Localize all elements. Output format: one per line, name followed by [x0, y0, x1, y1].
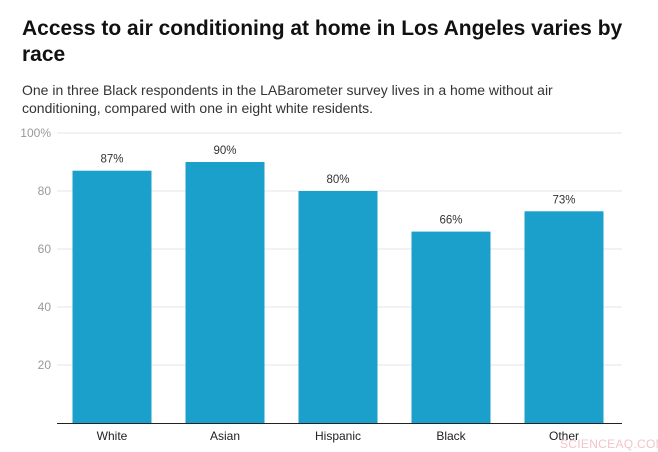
- bar: [185, 162, 265, 423]
- watermark: SCIENCEAQ.COM: [560, 437, 658, 451]
- data-label: 87%: [100, 154, 123, 166]
- data-label: 73%: [552, 194, 575, 206]
- x-tick-label: Black: [436, 429, 466, 443]
- x-tick-label: Asian: [210, 429, 240, 443]
- x-tick-label: Other: [549, 429, 579, 443]
- x-tick-label: Hispanic: [315, 429, 361, 443]
- bar: [524, 211, 604, 423]
- data-label: 66%: [439, 215, 462, 227]
- y-tick-label: 40: [38, 300, 52, 314]
- y-tick-label: 80: [38, 184, 52, 198]
- bar: [411, 231, 491, 423]
- bar: [298, 191, 378, 423]
- chart-title: Access to air conditioning at home in Lo…: [22, 17, 623, 66]
- x-tick-label: White: [97, 429, 128, 443]
- chart-subtitle: One in three Black respondents in the LA…: [22, 82, 553, 116]
- y-tick-label: 60: [38, 242, 52, 256]
- y-tick-label: 20: [38, 358, 52, 372]
- y-tick-label: 100%: [20, 126, 51, 140]
- data-label: 90%: [213, 145, 236, 157]
- data-label: 80%: [326, 174, 349, 186]
- bar: [72, 170, 152, 423]
